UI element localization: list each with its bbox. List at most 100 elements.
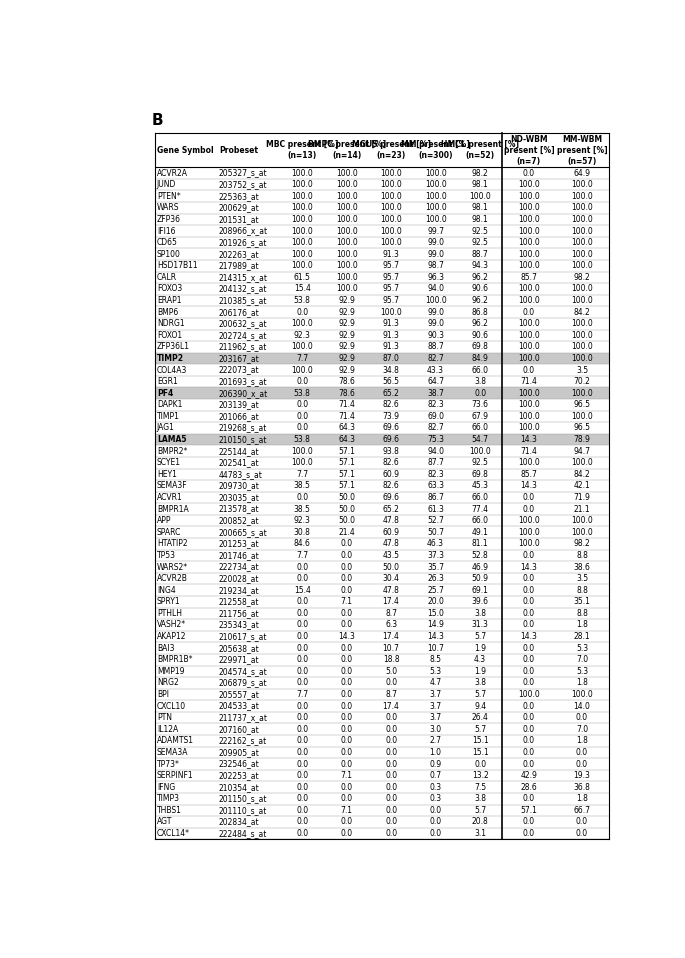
Text: 64.9: 64.9 [573, 169, 590, 177]
Text: 50.7: 50.7 [427, 528, 444, 536]
Text: 28.1: 28.1 [573, 632, 590, 641]
Text: 66.7: 66.7 [573, 806, 590, 815]
Text: 82.6: 82.6 [383, 482, 399, 490]
Text: 204132_s_at: 204132_s_at [219, 285, 267, 293]
Text: 87.7: 87.7 [427, 458, 444, 468]
Text: 69.1: 69.1 [472, 585, 488, 595]
Text: 0.0: 0.0 [340, 551, 353, 560]
Text: AGT: AGT [157, 817, 172, 827]
Text: 0.0: 0.0 [523, 737, 535, 745]
Text: 0.0: 0.0 [523, 794, 535, 804]
Text: BMPC present [%]
(n=14): BMPC present [%] (n=14) [308, 140, 386, 160]
Text: 219268_s_at: 219268_s_at [219, 423, 267, 432]
Text: 92.5: 92.5 [472, 458, 488, 468]
Text: 46.3: 46.3 [427, 539, 444, 548]
Text: 69.8: 69.8 [472, 469, 488, 479]
Text: 0.0: 0.0 [340, 585, 353, 595]
Text: 98.1: 98.1 [472, 203, 488, 213]
Text: 100.0: 100.0 [380, 239, 402, 247]
Text: 100.0: 100.0 [291, 239, 313, 247]
Text: 92.5: 92.5 [472, 239, 488, 247]
Text: 3.5: 3.5 [576, 366, 588, 375]
Text: 3.7: 3.7 [429, 701, 442, 711]
Text: 14.3: 14.3 [521, 482, 537, 490]
Text: 15.1: 15.1 [472, 737, 488, 745]
Text: 50.0: 50.0 [338, 516, 355, 525]
Text: 100.0: 100.0 [518, 192, 540, 201]
Text: 222484_s_at: 222484_s_at [219, 829, 267, 838]
Text: SPRY1: SPRY1 [157, 597, 180, 606]
Text: 0.0: 0.0 [385, 713, 397, 722]
Text: 21.4: 21.4 [338, 528, 355, 536]
Text: 8.8: 8.8 [576, 551, 588, 560]
Text: Gene Symbol: Gene Symbol [157, 146, 214, 155]
Text: MM present [%]
(n=300): MM present [%] (n=300) [401, 140, 470, 160]
Text: 7.7: 7.7 [296, 354, 308, 363]
Text: 1.8: 1.8 [576, 621, 588, 629]
Text: 0.3: 0.3 [429, 783, 442, 791]
Text: 53.8: 53.8 [294, 296, 310, 305]
Text: 0.0: 0.0 [523, 725, 535, 734]
Text: Probeset: Probeset [219, 146, 258, 155]
Text: 82.6: 82.6 [383, 400, 399, 409]
Text: 90.6: 90.6 [471, 285, 488, 293]
Text: IFI16: IFI16 [157, 226, 175, 236]
Text: 92.9: 92.9 [338, 296, 355, 305]
Text: 220028_at: 220028_at [219, 574, 260, 583]
Text: 213578_at: 213578_at [219, 505, 260, 513]
Text: BMPR1A: BMPR1A [157, 505, 188, 513]
Text: 100.0: 100.0 [571, 215, 593, 224]
Text: 92.3: 92.3 [294, 516, 310, 525]
Text: 92.5: 92.5 [472, 226, 488, 236]
Text: 82.7: 82.7 [427, 423, 444, 432]
Text: 0.0: 0.0 [296, 713, 308, 722]
Text: TP73*: TP73* [157, 760, 179, 768]
Text: 0.0: 0.0 [340, 609, 353, 618]
Text: FOXO1: FOXO1 [157, 331, 182, 340]
Text: 0.0: 0.0 [474, 389, 486, 398]
Text: 100.0: 100.0 [380, 226, 402, 236]
Text: 0.0: 0.0 [523, 597, 535, 606]
Text: 208966_x_at: 208966_x_at [219, 226, 268, 236]
Text: 0.0: 0.0 [429, 829, 442, 838]
Text: 0.0: 0.0 [340, 725, 353, 734]
Text: 96.2: 96.2 [472, 273, 488, 282]
Text: 15.4: 15.4 [294, 585, 310, 595]
Text: 100.0: 100.0 [518, 285, 540, 293]
Text: 201926_s_at: 201926_s_at [219, 239, 267, 247]
Text: 0.0: 0.0 [576, 713, 588, 722]
Text: 65.2: 65.2 [383, 505, 399, 513]
Text: 0.0: 0.0 [296, 829, 308, 838]
Text: 100.0: 100.0 [291, 169, 313, 177]
Text: 85.7: 85.7 [521, 273, 537, 282]
Text: 57.1: 57.1 [338, 482, 355, 490]
Text: 78.6: 78.6 [338, 389, 355, 398]
Text: 0.0: 0.0 [340, 713, 353, 722]
Text: 94.0: 94.0 [427, 446, 444, 456]
Text: SP100: SP100 [157, 250, 181, 259]
Text: 0.0: 0.0 [385, 783, 397, 791]
Text: ND-WBM
present [%]
(n=7): ND-WBM present [%] (n=7) [503, 135, 554, 166]
Text: 100.0: 100.0 [571, 285, 593, 293]
Text: 7.7: 7.7 [296, 469, 308, 479]
Text: 7.7: 7.7 [296, 690, 308, 699]
Text: 14.9: 14.9 [427, 621, 444, 629]
Text: 3.8: 3.8 [474, 609, 486, 618]
Text: 86.8: 86.8 [472, 308, 488, 317]
Text: 9.4: 9.4 [474, 701, 486, 711]
Text: HMCL present [%]
(n=52): HMCL present [%] (n=52) [441, 140, 519, 160]
Text: 100.0: 100.0 [571, 226, 593, 236]
Text: 100.0: 100.0 [518, 516, 540, 525]
Text: 3.5: 3.5 [576, 574, 588, 583]
Text: 0.3: 0.3 [429, 794, 442, 804]
Text: 100.0: 100.0 [518, 331, 540, 340]
Text: 100.0: 100.0 [518, 389, 540, 398]
Text: 77.4: 77.4 [471, 505, 488, 513]
Text: NDRG1: NDRG1 [157, 319, 184, 329]
Text: ACVR2A: ACVR2A [157, 169, 188, 177]
Text: 0.0: 0.0 [340, 760, 353, 768]
Text: 52.8: 52.8 [472, 551, 488, 560]
Text: 98.2: 98.2 [573, 539, 590, 548]
Text: 225144_at: 225144_at [219, 446, 260, 456]
Text: TIMP3: TIMP3 [157, 794, 179, 804]
